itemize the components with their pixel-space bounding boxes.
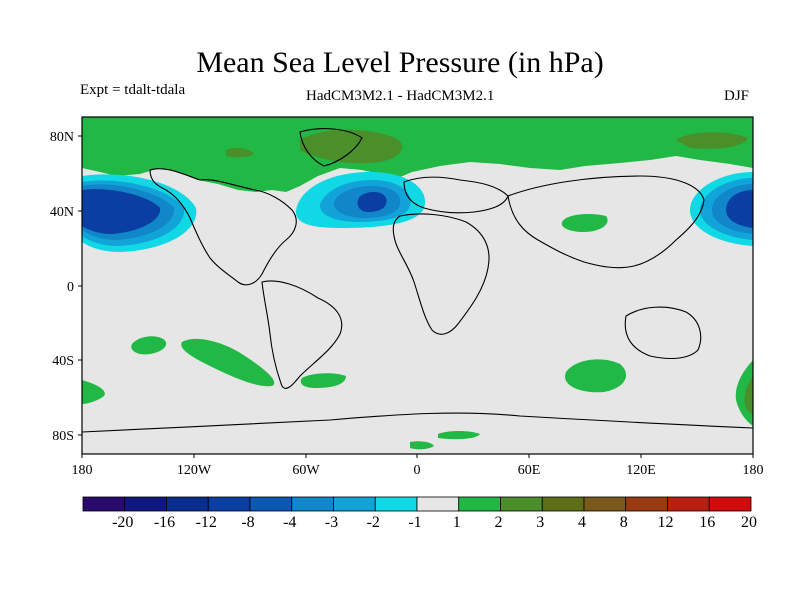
east-south-pacific-positive-2 [744, 376, 753, 414]
colorbar-label: -8 [241, 514, 254, 531]
colorbar-swatch [625, 496, 668, 512]
lon-tick-label: 180 [72, 463, 93, 478]
north-pacific-low-east-core [726, 190, 753, 228]
sw-pacific-positive [82, 380, 105, 404]
colorbar-label: 16 [699, 514, 715, 531]
colorbar-label: 4 [578, 514, 586, 531]
colorbar-label: 2 [495, 514, 503, 531]
colorbar-label: -1 [408, 514, 421, 531]
lon-tick-label: 120E [626, 463, 656, 478]
arctic-west-anomaly [226, 147, 254, 158]
arctic-greenland-anomaly [300, 129, 403, 164]
coast-south-america [261, 280, 343, 389]
north-pacific-low-core [82, 189, 161, 234]
lon-tick-label: 120W [177, 463, 212, 478]
indian-ocean-positive [564, 359, 627, 393]
antarctic-positive [410, 441, 434, 450]
coast-asia [507, 175, 705, 269]
colorbar-label: 8 [620, 514, 628, 531]
lat-tick-label: 40S [52, 354, 74, 369]
coast-africa [392, 213, 490, 335]
lon-tick-label: 60E [518, 463, 541, 478]
colorbar-swatch [708, 496, 752, 512]
lon-tick-label: 60W [292, 463, 320, 478]
colorbar-label: -3 [325, 514, 338, 531]
colorbar-swatch [166, 496, 209, 512]
south-atlantic-positive [300, 373, 346, 388]
colorbar-swatch [500, 496, 543, 512]
colorbar-swatch [583, 496, 627, 512]
coast-australia [624, 306, 702, 360]
colorbar: -20 -16 -12 -8 -4 -3 -2 -1 1 2 3 4 8 12 16 20 [82, 496, 757, 531]
colorbar-swatch [291, 496, 334, 512]
southern-ocean-positive [438, 431, 480, 440]
coastlines [82, 128, 753, 433]
colorbar-label: -2 [367, 514, 380, 531]
colorbar-label: -16 [154, 514, 175, 531]
lon-tick-label: 0 [414, 463, 421, 478]
season-label: DJF [724, 88, 750, 104]
colorbar-label: -4 [283, 514, 296, 531]
colorbar-swatch [541, 496, 585, 512]
arctic-europe-anomaly [676, 132, 748, 149]
lat-tick-label: 80N [50, 130, 74, 145]
south-pacific-positive-1 [131, 336, 167, 355]
arctic-positive-region [82, 117, 753, 192]
contour-fields [82, 117, 753, 450]
colorbar-swatch [667, 496, 710, 512]
colorbar-label: 20 [741, 514, 757, 531]
colorbar-label: 12 [658, 514, 674, 531]
colorbar-swatch [374, 496, 418, 512]
plot-title: Mean Sea Level Pressure (in hPa) [196, 46, 604, 79]
coast-north-america [149, 168, 297, 286]
colorbar-label: -20 [112, 514, 133, 531]
colorbar-swatch [333, 496, 376, 512]
coast-antarctica [82, 412, 753, 433]
coast-greenland [299, 128, 363, 167]
colorbar-swatch [207, 496, 251, 512]
expt-label: Expt = tdalt-tdala [80, 82, 186, 98]
lon-tick-label: 180 [743, 463, 764, 478]
lat-tick-label: 0 [67, 280, 74, 295]
colorbar-swatch [458, 496, 501, 512]
colorbar-label: -12 [196, 514, 217, 531]
colorbar-swatch [82, 496, 126, 512]
south-pacific-positive-2 [181, 338, 275, 387]
experiment-label: HadCM3M2.1 - HadCM3M2.1 [306, 88, 495, 104]
colorbar-label: 1 [453, 514, 461, 531]
axis-ticks [78, 135, 754, 458]
lat-tick-label: 40N [50, 205, 74, 220]
north-atlantic-low-core [357, 192, 387, 212]
colorbar-label: 3 [536, 514, 544, 531]
lat-tick-label: 80S [52, 429, 74, 444]
colorbar-swatch [416, 496, 460, 512]
colorbar-swatch [249, 496, 293, 512]
colorbar-swatch [124, 496, 167, 512]
coast-europe [403, 176, 509, 214]
asia-positive-patch [561, 214, 608, 232]
